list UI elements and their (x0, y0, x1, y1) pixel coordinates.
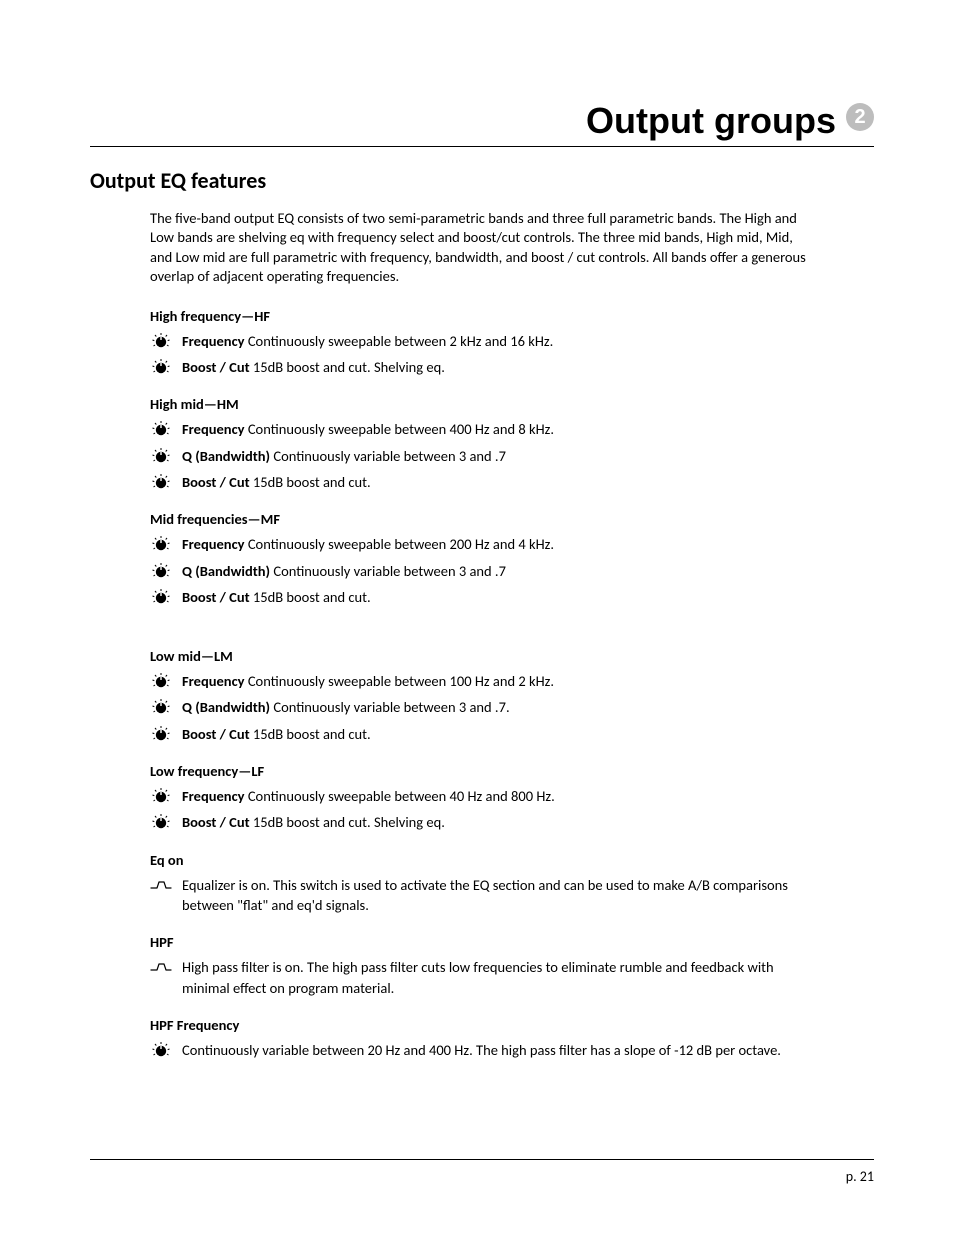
knob-icon (150, 562, 172, 580)
param-text: Q (Bandwidth) Continuously variable betw… (182, 697, 810, 717)
param-row: Frequency Continuously sweepable between… (150, 331, 810, 351)
content-body: The five-band output EQ consists of two … (150, 209, 810, 1061)
param-row: Q (Bandwidth) Continuously variable betw… (150, 561, 810, 581)
param-text: Q (Bandwidth) Continuously variable betw… (182, 561, 810, 581)
param-row: Boost / Cut 15dB boost and cut. (150, 724, 810, 744)
param-desc: Continuously sweepable between 100 Hz an… (248, 672, 554, 690)
param-label: Boost / Cut (182, 813, 253, 831)
band-heading-lm: Low mid—LM (150, 647, 810, 665)
param-row: High pass filter is on. The high pass fi… (150, 957, 810, 998)
param-row: Frequency Continuously sweepable between… (150, 534, 810, 554)
param-row: Q (Bandwidth) Continuously variable betw… (150, 446, 810, 466)
param-text: Boost / Cut 15dB boost and cut. (182, 724, 810, 744)
param-desc: 15dB boost and cut. (253, 473, 371, 491)
param-text: Frequency Continuously sweepable between… (182, 786, 810, 806)
knob-icon (150, 588, 172, 606)
hpf-frequency-heading: HPF Frequency (150, 1016, 810, 1034)
knob-icon (150, 813, 172, 831)
switches-region: Eq on Equalizer is on. This switch is use… (150, 851, 810, 998)
bands-region: High frequency—HF Frequency Continuously … (150, 307, 810, 833)
param-row: Boost / Cut 15dB boost and cut. Shelving… (150, 357, 810, 377)
param-label: Boost / Cut (182, 725, 253, 743)
param-desc: Continuously sweepable between 400 Hz an… (248, 420, 554, 438)
band-heading-hm: High mid—HM (150, 395, 810, 413)
param-desc: Continuously variable between 20 Hz and … (182, 1041, 781, 1059)
param-label: Frequency (182, 332, 248, 350)
param-row: Frequency Continuously sweepable between… (150, 671, 810, 691)
param-label: Frequency (182, 420, 248, 438)
param-desc: 15dB boost and cut. (253, 588, 371, 606)
band-heading-lf: Low frequency—LF (150, 762, 810, 780)
param-text: Frequency Continuously sweepable between… (182, 671, 810, 691)
param-label: Frequency (182, 535, 248, 553)
param-label: Q (Bandwidth) (182, 698, 273, 716)
param-text: High pass filter is on. The high pass fi… (182, 957, 810, 998)
param-text: Boost / Cut 15dB boost and cut. Shelving… (182, 357, 810, 377)
knob-icon (150, 447, 172, 465)
param-desc: Continuously variable between 3 and .7 (273, 447, 506, 465)
param-row: Boost / Cut 15dB boost and cut. (150, 587, 810, 607)
param-desc: Equalizer is on. This switch is used to … (182, 876, 788, 914)
switch-heading-eqon: Eq on (150, 851, 810, 869)
chapter-title: Output groups (586, 100, 836, 142)
page: Output groups 2 Output EQ features The f… (0, 0, 954, 1235)
param-row: Frequency Continuously sweepable between… (150, 786, 810, 806)
chapter-number-badge: 2 (846, 103, 874, 131)
chapter-number: 2 (854, 106, 865, 129)
param-row: Frequency Continuously sweepable between… (150, 419, 810, 439)
param-desc: 15dB boost and cut. Shelving eq. (253, 813, 445, 831)
param-text: Equalizer is on. This switch is used to … (182, 875, 810, 916)
hpf-frequency-block: HPF Frequency Continuously variable betw… (150, 1016, 810, 1060)
param-text: Boost / Cut 15dB boost and cut. (182, 472, 810, 492)
knob-icon (150, 358, 172, 376)
param-desc: Continuously sweepable between 40 Hz and… (248, 787, 555, 805)
param-row: Boost / Cut 15dB boost and cut. (150, 472, 810, 492)
section-title: Output EQ features (90, 167, 874, 194)
knob-icon (150, 698, 172, 716)
param-text: Boost / Cut 15dB boost and cut. (182, 587, 810, 607)
param-row: Q (Bandwidth) Continuously variable betw… (150, 697, 810, 717)
switch-heading-hpf: HPF (150, 933, 810, 951)
knob-icon (150, 725, 172, 743)
param-text: Frequency Continuously sweepable between… (182, 419, 810, 439)
switch-icon (150, 960, 172, 974)
chapter-title-row: Output groups 2 (586, 100, 874, 142)
band-heading-mf: Mid frequencies—MF (150, 510, 810, 528)
param-text: Boost / Cut 15dB boost and cut. Shelving… (182, 812, 810, 832)
param-label: Q (Bandwidth) (182, 562, 273, 580)
band-heading-hf: High frequency—HF (150, 307, 810, 325)
param-label: Boost / Cut (182, 588, 253, 606)
param-label: Frequency (182, 672, 248, 690)
knob-icon (150, 332, 172, 350)
param-desc: Continuously variable between 3 and .7. (273, 698, 509, 716)
param-desc: 15dB boost and cut. Shelving eq. (253, 358, 445, 376)
param-label: Boost / Cut (182, 473, 253, 491)
intro-paragraph: The five-band output EQ consists of two … (150, 209, 810, 287)
param-label: Q (Bandwidth) (182, 447, 273, 465)
knob-icon (150, 473, 172, 491)
param-row: Boost / Cut 15dB boost and cut. Shelving… (150, 812, 810, 832)
param-desc: High pass filter is on. The high pass fi… (182, 958, 774, 996)
page-number: p. 21 (846, 1168, 874, 1185)
chapter-header: Output groups 2 (90, 100, 874, 147)
param-desc: Continuously sweepable between 2 kHz and… (248, 332, 553, 350)
param-text: Frequency Continuously sweepable between… (182, 331, 810, 351)
page-footer: p. 21 (90, 1159, 874, 1185)
param-label: Frequency (182, 787, 248, 805)
param-desc: 15dB boost and cut. (253, 725, 371, 743)
param-desc: Continuously variable between 3 and .7 (273, 562, 506, 580)
knob-icon (150, 420, 172, 438)
param-text: Continuously variable between 20 Hz and … (182, 1040, 810, 1060)
knob-icon (150, 1041, 172, 1059)
param-desc: Continuously sweepable between 200 Hz an… (248, 535, 554, 553)
param-text: Frequency Continuously sweepable between… (182, 534, 810, 554)
param-row: Equalizer is on. This switch is used to … (150, 875, 810, 916)
switch-icon (150, 878, 172, 892)
knob-icon (150, 672, 172, 690)
param-row: Continuously variable between 20 Hz and … (150, 1040, 810, 1060)
param-label: Boost / Cut (182, 358, 253, 376)
knob-icon (150, 787, 172, 805)
knob-icon (150, 535, 172, 553)
param-text: Q (Bandwidth) Continuously variable betw… (182, 446, 810, 466)
